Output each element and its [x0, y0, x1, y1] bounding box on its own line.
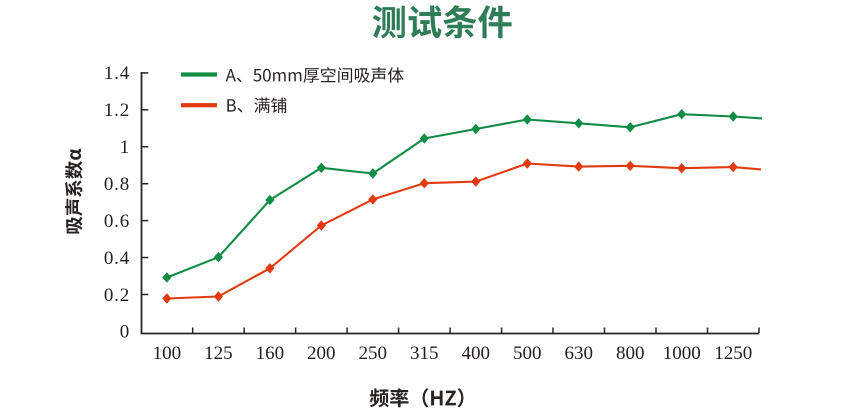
svg-text:0.8: 0.8: [104, 174, 130, 195]
svg-text:800: 800: [616, 343, 645, 364]
svg-text:200: 200: [307, 343, 336, 364]
svg-text:0.4: 0.4: [104, 248, 130, 269]
svg-text:1000: 1000: [663, 343, 701, 364]
svg-text:100: 100: [153, 343, 182, 364]
svg-text:160: 160: [256, 343, 285, 364]
svg-text:630: 630: [564, 343, 593, 364]
svg-text:0.6: 0.6: [104, 211, 130, 232]
svg-text:400: 400: [462, 343, 491, 364]
svg-text:1: 1: [120, 137, 130, 158]
svg-text:315: 315: [410, 343, 439, 364]
svg-text:1250: 1250: [714, 343, 752, 364]
svg-text:250: 250: [359, 343, 388, 364]
svg-text:0.2: 0.2: [104, 285, 130, 306]
svg-text:0: 0: [120, 322, 130, 343]
svg-text:125: 125: [204, 343, 233, 364]
svg-text:1.2: 1.2: [104, 100, 130, 121]
svg-text:500: 500: [513, 343, 542, 364]
svg-text:1.4: 1.4: [104, 63, 130, 84]
